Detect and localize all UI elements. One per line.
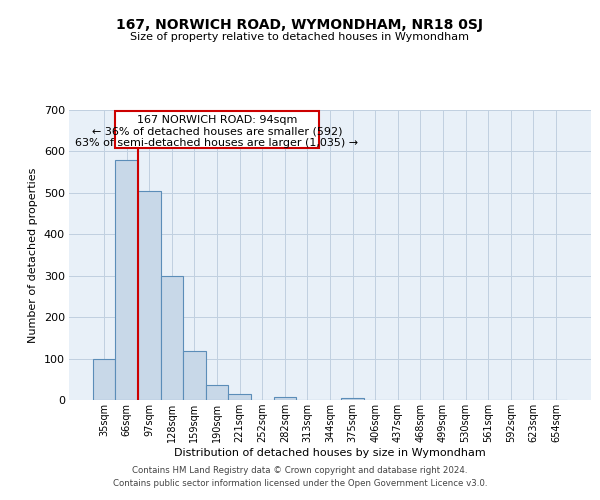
Text: 167 NORWICH ROAD: 94sqm: 167 NORWICH ROAD: 94sqm	[137, 115, 297, 125]
Y-axis label: Number of detached properties: Number of detached properties	[28, 168, 38, 342]
Bar	[93, 358, 115, 400]
Bar	[274, 396, 296, 400]
Bar	[183, 351, 206, 400]
Bar	[229, 394, 251, 400]
Text: Contains HM Land Registry data © Crown copyright and database right 2024.
Contai: Contains HM Land Registry data © Crown c…	[113, 466, 487, 487]
Bar	[115, 160, 138, 400]
Text: Size of property relative to detached houses in Wymondham: Size of property relative to detached ho…	[131, 32, 470, 42]
Bar	[161, 276, 183, 400]
Text: 63% of semi-detached houses are larger (1,035) →: 63% of semi-detached houses are larger (…	[76, 138, 359, 148]
Text: 167, NORWICH ROAD, WYMONDHAM, NR18 0SJ: 167, NORWICH ROAD, WYMONDHAM, NR18 0SJ	[116, 18, 484, 32]
Text: ← 36% of detached houses are smaller (592): ← 36% of detached houses are smaller (59…	[92, 126, 342, 136]
Bar	[206, 384, 229, 400]
Bar	[341, 398, 364, 400]
FancyBboxPatch shape	[115, 111, 319, 148]
X-axis label: Distribution of detached houses by size in Wymondham: Distribution of detached houses by size …	[174, 448, 486, 458]
Bar	[138, 191, 161, 400]
